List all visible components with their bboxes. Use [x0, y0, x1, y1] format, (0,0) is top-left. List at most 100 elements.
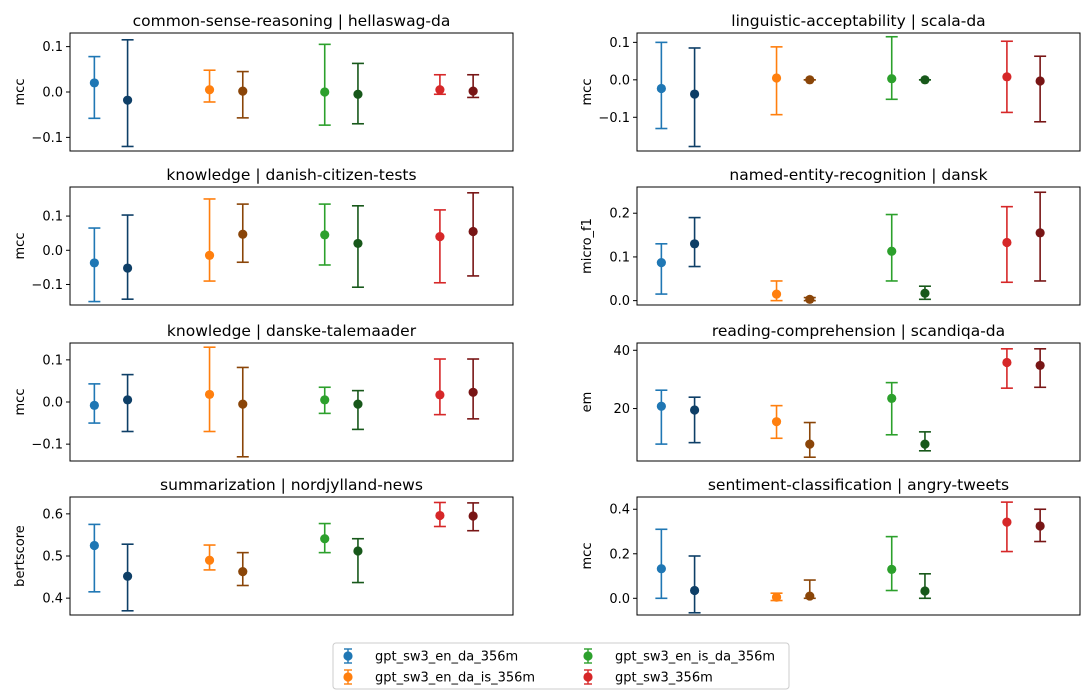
y-tick-label: 0.4 [42, 592, 63, 607]
y-tick-label: 0.2 [609, 547, 630, 562]
errorbar-series-3 [770, 404, 783, 440]
mean-point [122, 571, 133, 581]
y-tick-label: 0.0 [609, 73, 630, 88]
errorbar-series-8 [467, 358, 480, 420]
errorbar-series-4 [236, 70, 249, 119]
mean-point [89, 400, 99, 410]
chart-panel: knowledge | danske-talemaader mcc −0.1 0.0 0… [13, 322, 514, 462]
chart-title: common-sense-reasoning | hellaswag-da [133, 12, 451, 30]
errorbar-series-5 [318, 203, 331, 266]
chart-title: reading-comprehension | scandiqa-da [712, 322, 1005, 340]
errorbar-series-8 [1034, 348, 1047, 389]
chart-title: summarization | nordjylland-news [160, 476, 423, 494]
y-tick-label: 0.0 [609, 294, 630, 309]
y-tick-label: 40 [613, 344, 630, 359]
mean-point [771, 73, 782, 83]
mean-point [435, 85, 445, 95]
errorbar-series-8 [467, 502, 480, 532]
mean-point [887, 393, 897, 403]
axes-frame [69, 342, 514, 462]
mean-point [435, 510, 445, 521]
errorbar-series-3 [203, 198, 216, 282]
errorbar-series-8 [1034, 508, 1047, 543]
legend-item-2: gpt_sw3_en_da_is_356m [343, 669, 535, 686]
errorbar-series-7 [433, 501, 446, 528]
y-tick-label: 0.1 [609, 250, 630, 265]
mean-point [1035, 360, 1045, 371]
mean-point [920, 75, 930, 85]
legend-marker-point [343, 651, 353, 661]
axes-frame [69, 186, 514, 306]
errorbar-series-4 [803, 75, 816, 85]
mean-point [320, 534, 330, 544]
errorbar-series-6 [918, 431, 931, 452]
legend: gpt_sw3_en_da_356m gpt_sw3_en_da_is_356m g… [332, 642, 790, 690]
mean-point [353, 89, 363, 99]
mean-point [920, 288, 930, 298]
legend-marker-point [583, 672, 593, 682]
mean-point [238, 229, 248, 239]
mean-point [805, 439, 815, 449]
legend-label: gpt_sw3_en_da_is_356m [375, 671, 535, 686]
mean-point [771, 592, 782, 602]
errorbar-series-5 [885, 213, 898, 282]
chart-title: linguistic-acceptability | scala-da [731, 12, 985, 30]
mean-point [656, 258, 666, 268]
mean-point [238, 566, 248, 577]
mean-point [887, 74, 897, 84]
y-tick-label: 0.1 [609, 36, 630, 51]
mean-point [1002, 517, 1012, 527]
errorbar-series-1 [88, 383, 101, 424]
y-tick-label: 20 [613, 402, 630, 417]
mean-point [204, 85, 215, 95]
errorbar-series-8 [1034, 191, 1047, 282]
errorbar-series-6 [351, 389, 364, 431]
y-axis-label: mcc [13, 233, 28, 260]
y-tick-label: 0.6 [42, 507, 63, 522]
mean-point [1035, 76, 1045, 86]
legend-box [332, 642, 790, 690]
mean-point [689, 89, 700, 99]
errorbar-series-5 [318, 522, 331, 554]
mean-point [689, 239, 700, 249]
errorbar-series-4 [803, 579, 816, 601]
mean-point [353, 399, 363, 409]
mean-point [468, 387, 478, 397]
legend-label: gpt_sw3_en_is_da_356m [615, 650, 775, 665]
y-axis-label: bertscore [13, 525, 28, 587]
chart-panel: summarization | nordjylland-news bertscor… [13, 476, 514, 616]
errorbar-series-3 [203, 544, 216, 571]
errorbar-series-8 [467, 192, 480, 277]
mean-point [656, 83, 666, 94]
errorbar-series-4 [803, 294, 816, 304]
mean-point [805, 75, 815, 85]
chart-panel: sentiment-classification | angry-tweets m… [580, 476, 1081, 616]
errorbar-series-2 [121, 214, 134, 300]
errorbar-series-8 [1034, 55, 1047, 123]
y-tick-label: 0.1 [42, 40, 63, 55]
errorbar-series-2 [121, 543, 134, 612]
errorbar-series-6 [918, 573, 931, 600]
errorbar-series-3 [203, 346, 216, 433]
errorbar-series-7 [1000, 40, 1013, 114]
errorbar-series-7 [433, 73, 446, 96]
errorbar-series-4 [236, 203, 249, 264]
mean-point [920, 586, 930, 596]
errorbar-series-8 [467, 73, 480, 99]
errorbar-series-1 [88, 55, 101, 120]
y-axis-label: micro_f1 [580, 218, 595, 274]
chart-panel: named-entity-recognition | dansk micro_f1… [580, 166, 1081, 309]
y-axis-label: mcc [13, 389, 28, 416]
y-tick-label: 0.1 [42, 210, 63, 225]
y-tick-label: −0.1 [31, 278, 63, 293]
errorbar-series-7 [1000, 205, 1013, 284]
mean-point [887, 564, 897, 574]
mean-point [204, 555, 215, 565]
mean-point [435, 231, 445, 242]
mean-point [805, 591, 815, 601]
chart-panel: common-sense-reasoning | hellaswag-da mcc… [13, 12, 514, 152]
mean-point [204, 389, 215, 400]
errorbar-series-1 [655, 243, 668, 295]
chart-panel: knowledge | danish-citizen-tests mcc −0.1 0… [13, 166, 514, 306]
